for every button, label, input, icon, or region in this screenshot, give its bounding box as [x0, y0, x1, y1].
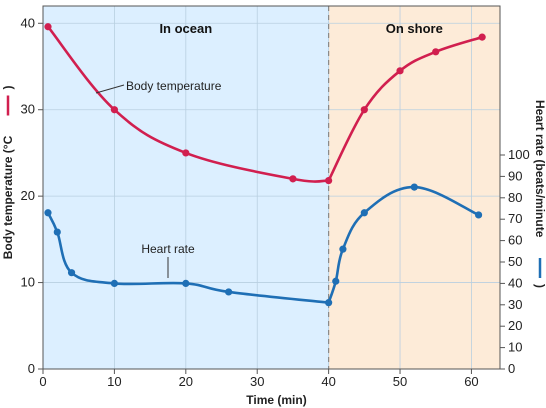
body-temperature-point	[432, 48, 440, 56]
heart-rate-annotation: Heart rate	[141, 242, 195, 256]
body-temperature-point	[110, 106, 119, 114]
right-axis-title-group: Heart rate (beats/minute)	[533, 100, 546, 288]
x-tick-label: 20	[179, 374, 193, 389]
body-temperature-point	[44, 23, 52, 31]
left-tick-label: 30	[21, 102, 35, 117]
right-tick-label: 60	[508, 233, 522, 248]
heart-rate-point	[325, 299, 333, 307]
right-tick-label: 70	[508, 211, 522, 226]
region-backgrounds	[43, 6, 500, 369]
right-axis-close-paren: )	[533, 284, 546, 288]
heart-rate-point	[67, 269, 76, 277]
right-tick-label: 0	[508, 361, 515, 376]
body-temperature-line	[46, 25, 483, 183]
x-tick-label: 50	[393, 374, 407, 389]
x-tick-label: 30	[250, 374, 264, 389]
right-tick-label: 90	[508, 168, 522, 183]
right-tick-label: 50	[508, 254, 522, 269]
heart-rate-point	[44, 209, 52, 217]
heart-rate-point	[360, 209, 368, 217]
x-axis-title: Time (min)	[246, 393, 306, 407]
heart-rate-point	[182, 279, 190, 287]
heart-rate-point	[339, 245, 347, 253]
heart-rate-point	[110, 279, 119, 287]
body-temperature-point	[396, 67, 404, 75]
axes: 0 10 20 30 40 50 60 Time (min) 0 10 20 30 40 Body tem…	[1, 5, 546, 407]
left-axis-title-group: Body temperature (°C)	[1, 86, 15, 260]
right-tick-label: 100	[508, 147, 530, 162]
right-axis-title: Heart rate (beats/minute	[533, 100, 546, 238]
left-tick-label: 10	[21, 275, 35, 290]
heart-rate-point	[53, 228, 61, 236]
x-tick-label: 10	[107, 374, 121, 389]
body-temperature-point	[289, 175, 297, 183]
body-temperature-point	[325, 176, 333, 185]
right-tick-label: 20	[508, 318, 522, 333]
left-tick-label: 40	[21, 15, 35, 30]
right-tick-label: 10	[508, 340, 522, 355]
x-tick-label: 60	[464, 374, 478, 389]
x-tick-label: 0	[39, 374, 46, 389]
labels-layer: In ocean On shore Body temperature Heart ra…	[95, 21, 443, 278]
left-axis-close-paren: )	[1, 86, 15, 90]
series-layer	[44, 23, 486, 307]
region-label-ocean: In ocean	[159, 21, 212, 36]
left-tick-label: 0	[28, 361, 35, 376]
body-temperature-annotation: Body temperature	[126, 79, 222, 93]
x-tick-label: 40	[321, 374, 335, 389]
left-axis-title: Body temperature (°C	[1, 135, 15, 259]
body-temperature-point	[182, 149, 190, 157]
region-label-shore: On shore	[386, 21, 443, 36]
left-tick-label: 20	[21, 188, 35, 203]
body-temperature-point	[478, 33, 486, 41]
heart-rate-point	[332, 277, 340, 285]
gridlines	[43, 6, 500, 369]
body-temperature-point	[360, 106, 368, 114]
right-tick-label: 30	[508, 297, 522, 312]
heart-rate-point	[225, 288, 233, 296]
heart-rate-point	[410, 183, 418, 191]
body-temperature-leader	[95, 84, 125, 94]
right-tick-label: 80	[508, 190, 522, 205]
right-tick-label: 40	[508, 275, 522, 290]
heart-rate-point	[474, 211, 483, 219]
